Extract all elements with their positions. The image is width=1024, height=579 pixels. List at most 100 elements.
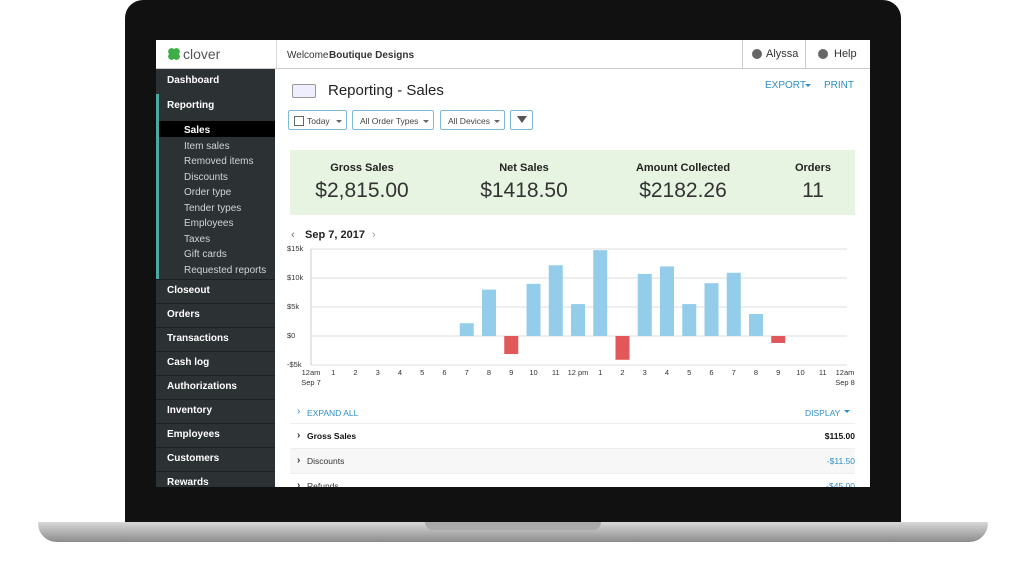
nav-item[interactable]: Customers [167, 453, 220, 464]
summary-value: $2,815.00 [315, 179, 409, 202]
help-button[interactable]: Help [805, 40, 870, 68]
nav-separator [156, 399, 275, 400]
bar [682, 304, 697, 336]
x-tick-label: 11 [819, 368, 827, 377]
business: Boutique Designs [329, 50, 415, 61]
x-tick-label: 10 [796, 368, 804, 377]
nav-separator [156, 327, 275, 328]
user: Alyssa [766, 48, 799, 60]
bar [571, 304, 585, 336]
display-caret [844, 410, 850, 416]
nav-subitem[interactable]: Taxes [184, 233, 211, 245]
nav-item[interactable]: Rewards [167, 477, 209, 487]
nav-subitem[interactable]: Sales [184, 125, 211, 136]
nav-item[interactable]: Transactions [167, 333, 229, 344]
x-tick-label: 3 [643, 368, 647, 377]
bar [548, 265, 563, 336]
x-tick-label: 4 [665, 368, 669, 377]
summary-value: $2182.26 [639, 179, 727, 202]
nav-separator [156, 471, 275, 472]
nav-subitem[interactable]: Gift cards [184, 249, 227, 260]
row-arrow: › [297, 430, 301, 441]
nav-separator [156, 351, 275, 352]
nav-subitem[interactable]: Tender types [184, 202, 242, 214]
nav-item[interactable]: Dashboard [167, 75, 220, 86]
filter-dropdown[interactable]: All Devices [440, 110, 505, 130]
bar [749, 313, 763, 336]
row-label[interactable]: Refunds [307, 481, 339, 487]
summary-value: $1418.50 [480, 179, 568, 202]
nav-subitem[interactable]: Item sales [184, 140, 230, 152]
row-bg [290, 448, 855, 474]
summary-label: Net Sales [499, 162, 549, 174]
x-tick-label: 6 [442, 368, 446, 377]
x-tick-label: 7 [732, 368, 736, 377]
laptop-notch [425, 522, 601, 530]
expand-arrow: › [297, 406, 301, 417]
nav-item[interactable]: Employees [167, 429, 220, 440]
bar [704, 283, 719, 336]
bar [526, 283, 541, 336]
filter-dropdown[interactable]: Today [288, 110, 347, 130]
nav-item[interactable]: Authorizations [167, 381, 237, 392]
nav-item[interactable]: Cash log [167, 357, 210, 368]
x-tick-label: 10 [529, 368, 537, 377]
row-bg [290, 423, 855, 449]
row-value: -$45.00 [826, 481, 855, 487]
row-value: -$11.50 [826, 456, 855, 466]
print-button[interactable]: PRINT [824, 80, 854, 91]
nav-separator [156, 423, 275, 424]
help: Help [834, 48, 857, 60]
date-next[interactable]: › [372, 229, 376, 241]
nav-item[interactable]: Closeout [167, 285, 210, 296]
chart: -$5k $0 $5k $10k $15k 12am 1 2 3 4 5 6 7 8 9 10 11 12 pm 1… [287, 244, 855, 387]
nav-separator [156, 279, 275, 280]
date-prev[interactable]: ‹ [291, 229, 295, 241]
x-start-date: Sep 7 [301, 378, 321, 387]
reporting-accent [156, 94, 159, 279]
y-tick-label: -$5k [287, 360, 302, 369]
summary-box [290, 150, 855, 215]
display-button[interactable]: DISPLAY [805, 408, 841, 418]
row-label[interactable]: Discounts [307, 456, 345, 466]
sidebar: Dashboard Reporting Sales Item sales Removed… [156, 69, 275, 487]
y-tick-label: $10k [287, 273, 304, 282]
y-tick-label: $5k [287, 302, 299, 311]
nav-subitem[interactable]: Requested reports [184, 264, 267, 276]
nav-separator [156, 303, 275, 304]
nav-item[interactable]: Orders [167, 309, 200, 320]
export-button[interactable]: EXPORT [765, 80, 806, 91]
nav-subitem[interactable]: Discounts [184, 171, 228, 183]
x-tick-label: 1 [331, 368, 335, 377]
logo-icon [168, 48, 180, 60]
bar [459, 323, 474, 336]
x-tick-label: 9 [509, 368, 513, 377]
x-tick-label: 5 [420, 368, 424, 377]
x-tick-label: 4 [398, 368, 402, 377]
user-button[interactable]: Alyssa [742, 40, 805, 68]
x-tick-label: 11 [552, 368, 560, 377]
summary-label: Orders [794, 162, 832, 174]
row-label[interactable]: Gross Sales [307, 431, 357, 441]
nav-subitem[interactable]: Employees [184, 218, 234, 229]
top-bar: clover Welcome Boutique Designs Alyssa H… [156, 40, 870, 69]
summary-value: 11 [802, 179, 824, 202]
nav-subitem[interactable]: Removed items [184, 156, 254, 167]
nav-item[interactable]: Reporting [167, 100, 215, 111]
x-tick-label: 2 [620, 368, 624, 377]
expand-all[interactable]: EXPAND ALL [307, 408, 359, 418]
x-tick-label: 8 [754, 368, 758, 377]
x-tick-label: 2 [353, 368, 357, 377]
bar [637, 273, 652, 336]
nav-subitem[interactable]: Order type [184, 187, 232, 198]
user-icon [752, 49, 762, 59]
x-tick-label: 5 [687, 368, 691, 377]
row-value: $115.00 [824, 431, 855, 441]
calendar-icon [294, 116, 304, 126]
x-tick-label: 9 [776, 368, 780, 377]
page-title: Reporting - Sales [328, 82, 444, 99]
y-tick-label: $0 [287, 331, 295, 340]
filter-dropdown[interactable]: All Order Types [352, 110, 434, 130]
filter-button[interactable] [510, 110, 533, 130]
nav-item[interactable]: Inventory [167, 405, 213, 416]
